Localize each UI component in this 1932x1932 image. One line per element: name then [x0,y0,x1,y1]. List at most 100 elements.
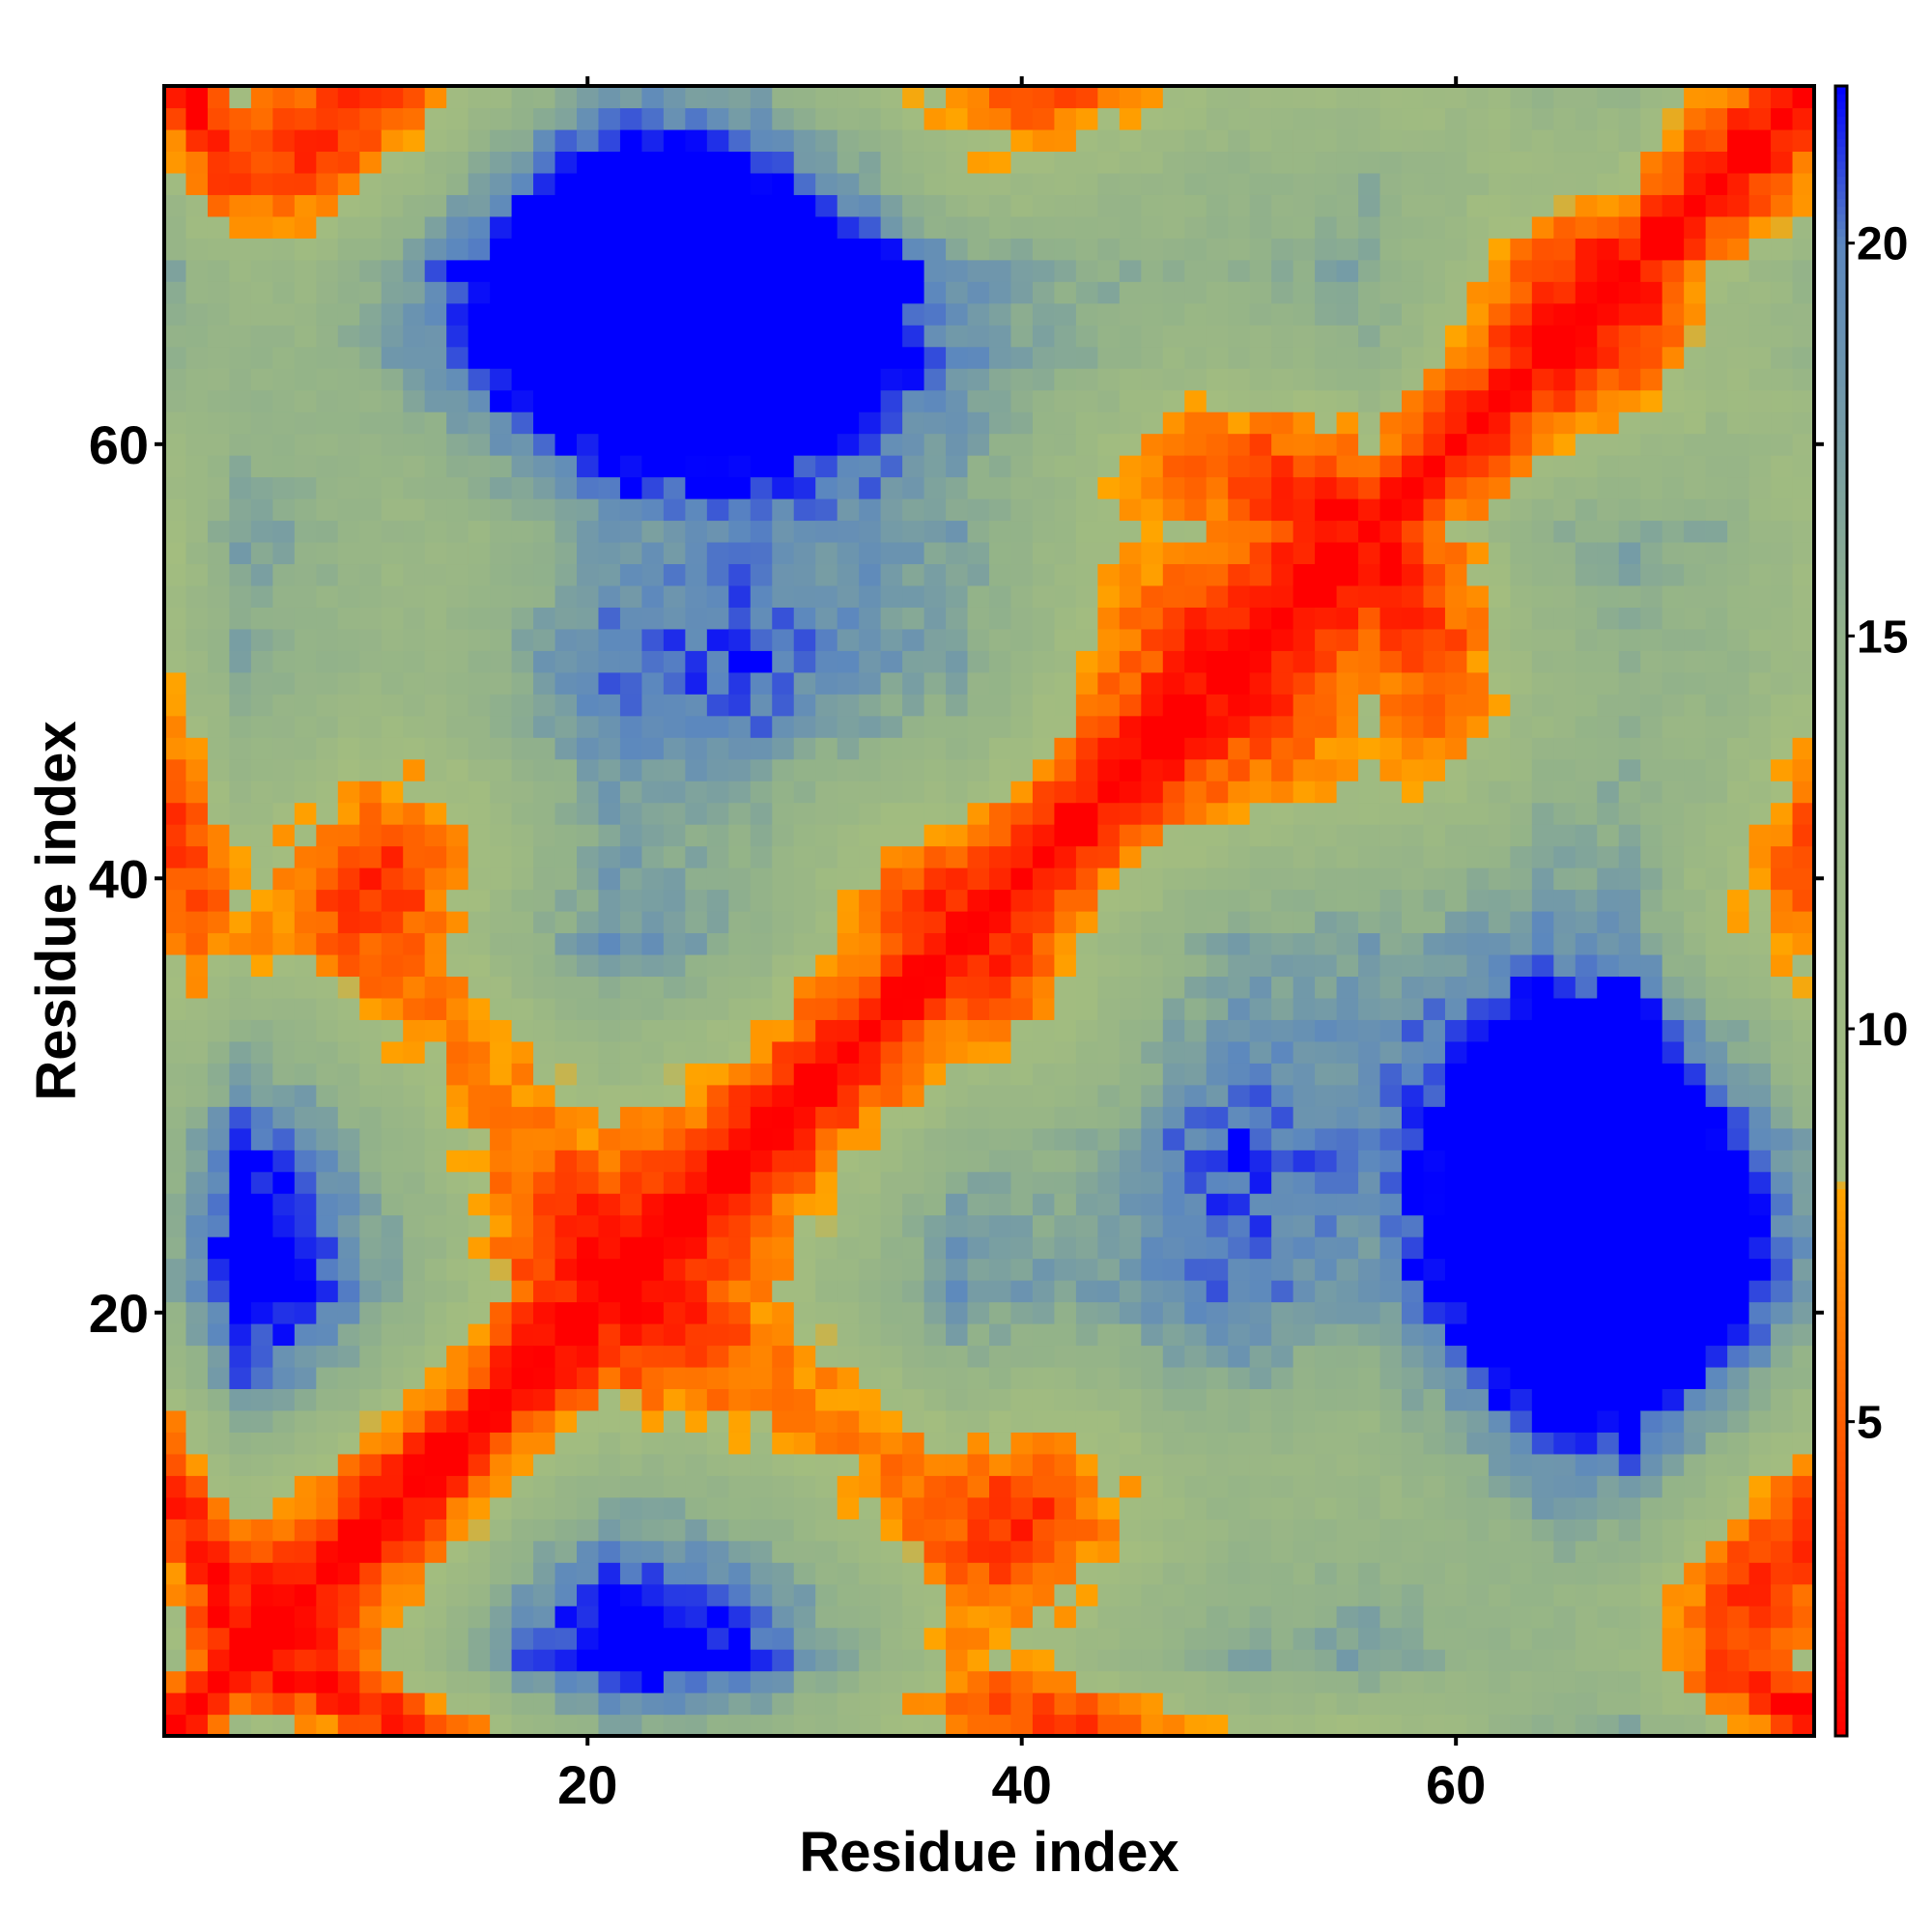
heatmap-cell [511,259,534,282]
heatmap-cell [1444,1323,1468,1347]
heatmap-cell [1054,563,1077,586]
heatmap-cell [1271,1280,1294,1303]
heatmap-cell [706,520,729,543]
heatmap-cell [337,302,360,326]
heatmap-cell [577,368,600,391]
heatmap-cell [1010,1258,1034,1281]
heatmap-cell [316,368,339,391]
heatmap-cell [1249,737,1272,760]
heatmap-cell [446,1127,469,1151]
heatmap-cell [902,781,925,804]
heatmap-cell [1444,302,1468,326]
heatmap-cell [1249,1409,1272,1433]
heatmap-cell [1032,151,1056,174]
heatmap-cell [577,758,600,781]
heatmap-cell [1336,1692,1359,1716]
heatmap-cell [1032,1150,1056,1173]
heatmap-cell [1119,541,1142,565]
heatmap-cell [554,346,578,369]
heatmap-cell [1423,1345,1446,1368]
heatmap-cell [772,607,795,630]
heatmap-cell [728,758,752,781]
heatmap-cell [272,824,296,847]
heatmap-cell [185,1301,209,1324]
heatmap-cell [1228,671,1251,695]
heatmap-cell [1379,650,1403,673]
heatmap-cell [1315,976,1338,999]
heatmap-cell [923,867,947,891]
heatmap-cell [989,824,1012,847]
heatmap-cell [1531,976,1554,999]
heatmap-cell [359,1193,383,1216]
heatmap-cell [577,650,600,673]
heatmap-cell [1358,1409,1381,1433]
heatmap-cell [1162,107,1185,130]
heatmap-cell [706,1150,729,1173]
heatmap-cell [815,781,838,804]
heatmap-cell [728,1280,752,1303]
heatmap-cell [164,476,187,499]
heatmap-cell [750,172,773,195]
heatmap-cell [1141,694,1164,717]
heatmap-cell [663,346,686,369]
heatmap-cell [359,412,383,435]
heatmap-cell [1510,1063,1533,1086]
heatmap-cell [815,433,838,456]
heatmap-cell [1402,802,1425,825]
heatmap-cell [923,650,947,673]
heatmap-cell [1575,1627,1598,1650]
heatmap-cell [793,1627,816,1650]
heatmap-cell [359,1409,383,1433]
heatmap-cell [1423,1150,1446,1173]
heatmap-cell [294,151,317,174]
heatmap-cell [424,584,447,608]
heatmap-cell [1423,1692,1446,1716]
heatmap-cell [468,281,491,304]
heatmap-cell [1162,976,1185,999]
heatmap-cell [706,584,729,608]
heatmap-cell [859,1366,882,1390]
heatmap-cell [294,1084,317,1107]
heatmap-cell [381,1519,404,1542]
heatmap-cell [1141,86,1164,109]
heatmap-cell [1379,302,1403,326]
heatmap-cell [1249,1627,1272,1650]
heatmap-cell [446,671,469,695]
heatmap-cell [1315,1409,1338,1433]
heatmap-cell [1293,1605,1316,1629]
heatmap-cell [750,433,773,456]
heatmap-cell [337,476,360,499]
heatmap-cell [1141,1171,1164,1194]
heatmap-cell [272,1019,296,1042]
heatmap-cell [772,346,795,369]
heatmap-cell [815,889,838,912]
heatmap-cell [533,1258,556,1281]
heatmap-cell [316,694,339,717]
heatmap-cell [250,1258,273,1281]
heatmap-cell [1054,1301,1077,1324]
heatmap-cell [490,845,513,868]
heatmap-cell [685,1649,708,1672]
heatmap-cell [272,781,296,804]
heatmap-cell [1358,824,1381,847]
heatmap-cell [446,1171,469,1194]
heatmap-cell [641,433,665,456]
heatmap-cell [1466,932,1490,955]
heatmap-cell [1531,194,1554,217]
heatmap-cell [1162,1323,1185,1347]
heatmap-cell [1575,563,1598,586]
heatmap-cell [207,1670,231,1693]
heatmap-cell [859,1258,882,1281]
heatmap-cell [1054,346,1077,369]
heatmap-cell [359,1605,383,1629]
heatmap-cell [164,368,187,391]
heatmap-cell [728,1583,752,1606]
heatmap-cell [164,1496,187,1520]
heatmap-cell [1553,889,1577,912]
heatmap-cell [1444,867,1468,891]
heatmap-cell [1010,520,1034,543]
heatmap-cell [403,302,426,326]
heatmap-cell [381,281,404,304]
heatmap-cell [967,1583,990,1606]
heatmap-cell [1141,1562,1164,1585]
